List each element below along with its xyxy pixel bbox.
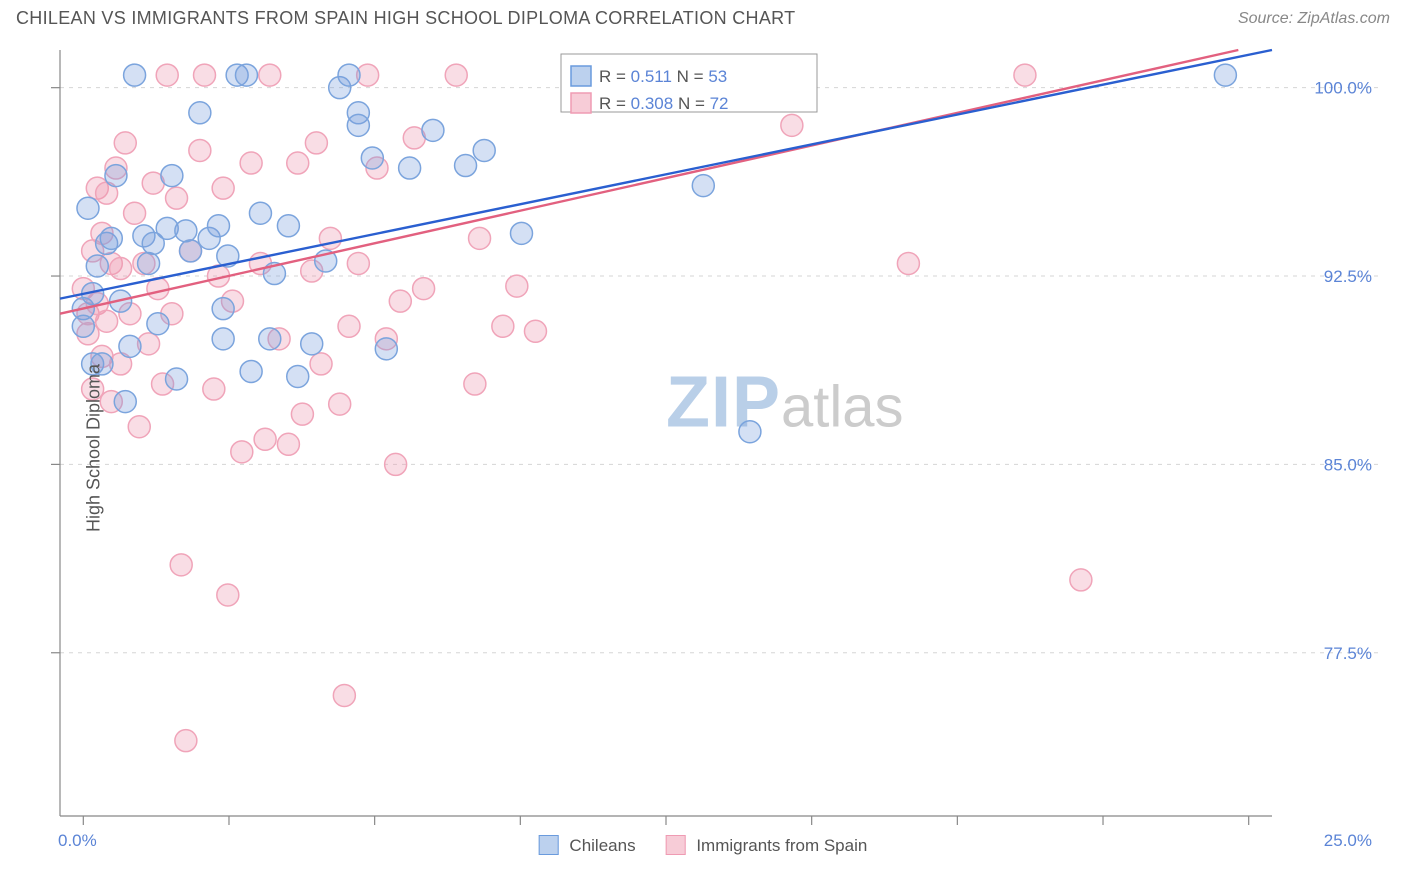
svg-text:77.5%: 77.5% [1324,644,1372,663]
svg-text:92.5%: 92.5% [1324,267,1372,286]
legend-label-chileans: Chileans [569,836,635,855]
svg-text:R = 0.511 N = 53: R = 0.511 N = 53 [599,67,727,86]
chart-container: High School Diploma ZIPatlas 100.0% 92.5% 8… [16,40,1390,856]
svg-text:R = 0.308 N = 72: R = 0.308 N = 72 [599,94,729,113]
legend-item-spain: Immigrants from Spain [666,835,868,856]
legend-item-chileans: Chileans [539,835,636,856]
svg-text:100.0%: 100.0% [1314,79,1372,98]
legend-swatch-chileans [539,835,559,855]
svg-text:ZIPatlas: ZIPatlas [666,363,904,443]
legend-swatch-spain [666,835,686,855]
chart-source: Source: ZipAtlas.com [1238,10,1390,28]
scatter-chart: ZIPatlas 100.0% 92.5% 85.0% 77.5% 0.0% 25.0% R … [16,40,1390,856]
svg-text:85.0%: 85.0% [1324,455,1372,474]
svg-text:0.0%: 0.0% [58,831,97,850]
svg-text:25.0%: 25.0% [1324,831,1372,850]
chart-title: CHILEAN VS IMMIGRANTS FROM SPAIN HIGH SC… [16,8,795,29]
y-axis-label: High School Diploma [84,364,105,532]
legend-bottom: Chileans Immigrants from Spain [539,835,868,856]
legend-label-spain: Immigrants from Spain [696,836,867,855]
